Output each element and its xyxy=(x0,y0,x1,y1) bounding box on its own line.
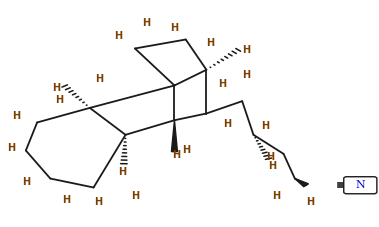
Text: H: H xyxy=(13,111,20,121)
Text: H: H xyxy=(206,38,214,48)
Text: H: H xyxy=(131,191,139,201)
Text: H: H xyxy=(62,195,70,205)
Text: N: N xyxy=(356,180,365,190)
Text: H: H xyxy=(272,191,280,201)
Text: H: H xyxy=(172,150,180,160)
Text: H: H xyxy=(306,197,314,207)
Text: H: H xyxy=(170,23,178,33)
Text: H: H xyxy=(242,70,250,80)
Text: H: H xyxy=(268,161,276,171)
Text: H: H xyxy=(52,83,60,93)
Text: H: H xyxy=(114,31,122,41)
Text: H: H xyxy=(182,146,190,155)
Text: H: H xyxy=(262,121,269,131)
Text: H: H xyxy=(218,79,226,89)
Text: H: H xyxy=(7,143,15,153)
Text: H: H xyxy=(266,152,274,162)
Text: H: H xyxy=(95,74,103,84)
Text: H: H xyxy=(242,44,250,55)
Text: H: H xyxy=(94,197,102,207)
Polygon shape xyxy=(295,178,309,187)
Text: H: H xyxy=(55,95,63,105)
Text: H: H xyxy=(142,18,150,28)
FancyBboxPatch shape xyxy=(344,177,377,194)
Polygon shape xyxy=(171,120,177,152)
Text: H: H xyxy=(118,167,126,177)
Text: H: H xyxy=(22,177,30,187)
Text: H: H xyxy=(223,119,231,129)
